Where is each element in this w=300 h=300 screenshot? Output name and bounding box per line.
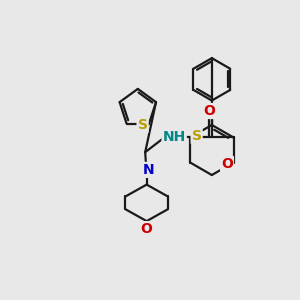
Text: O: O [203, 104, 215, 118]
Text: NH: NH [163, 130, 186, 145]
Text: N: N [142, 163, 154, 177]
Text: O: O [141, 222, 153, 236]
Text: S: S [138, 118, 148, 132]
Text: O: O [221, 157, 233, 171]
Text: S: S [192, 129, 202, 143]
